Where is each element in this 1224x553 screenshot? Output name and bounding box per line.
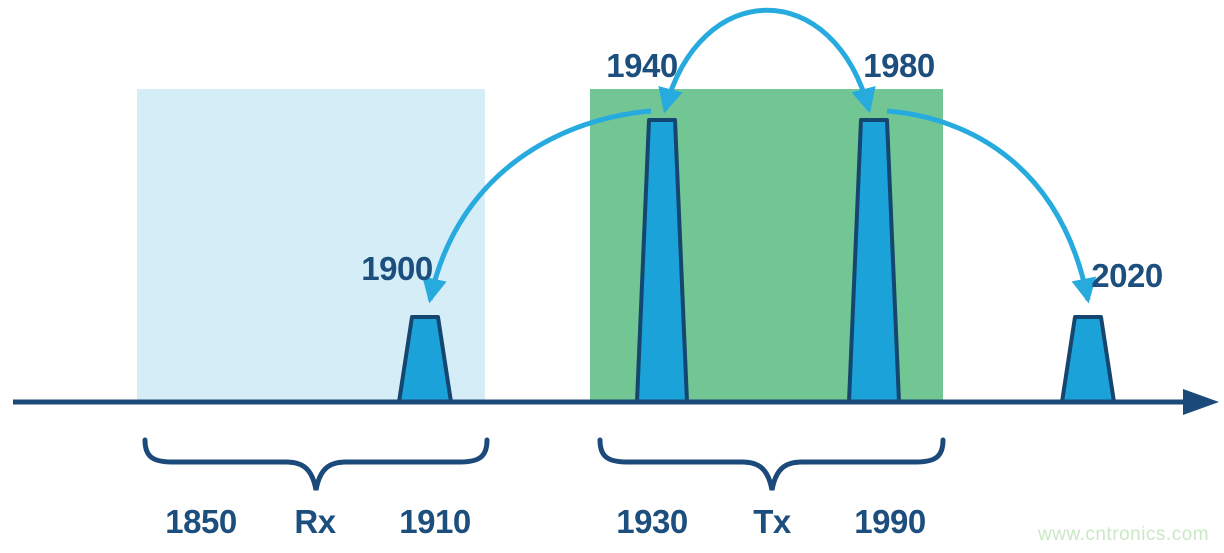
arc-1940-to-1900 <box>422 108 652 304</box>
label-rx-band-name: Rx <box>294 503 336 540</box>
label-frequency-2020: 2020 <box>1091 257 1163 294</box>
axis-arrowhead-icon <box>1183 389 1219 415</box>
label-frequency-1940: 1940 <box>606 47 678 84</box>
rx-band-brace <box>142 437 490 491</box>
tx-band-brace <box>597 437 946 491</box>
label-tx-band-end: 1990 <box>854 503 926 540</box>
label-rx-band-start: 1850 <box>165 503 237 540</box>
label-tx-band-name: Tx <box>753 503 791 540</box>
watermark-text: www.cntronics.com <box>1038 524 1210 545</box>
label-frequency-1900: 1900 <box>361 250 433 287</box>
label-frequency-1980: 1980 <box>863 47 935 84</box>
arc-1980-to-2020 <box>886 108 1097 304</box>
label-rx-band-end: 1910 <box>399 503 471 540</box>
signal-spike-2020 <box>1060 315 1116 404</box>
arc-1940-1980 <box>658 7 876 114</box>
label-tx-band-start: 1930 <box>616 503 688 540</box>
